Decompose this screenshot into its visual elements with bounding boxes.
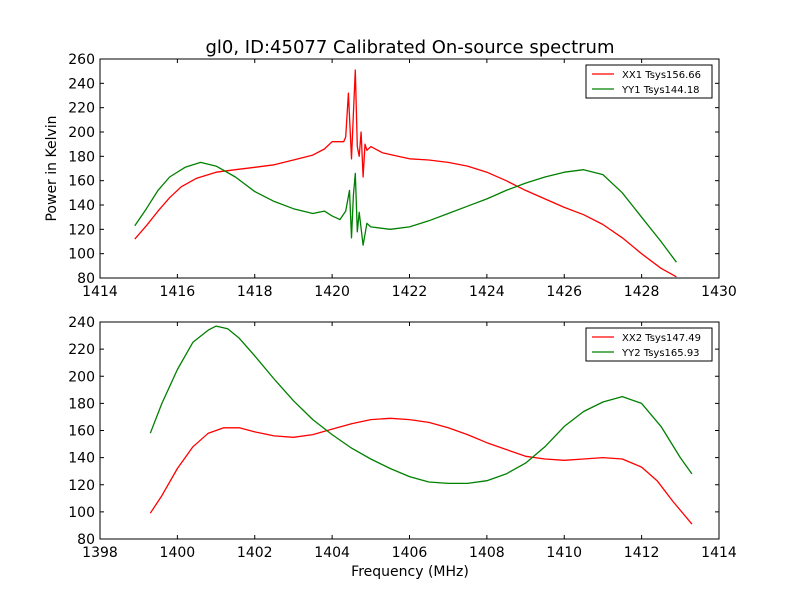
top-chart-x-tick-label: 1416	[160, 284, 196, 300]
bottom-chart-x-tick-label: 1398	[82, 545, 118, 561]
top-chart-legend-label-1: XX1 Tsys156.66	[622, 70, 701, 81]
top-chart-y-tick-label: 120	[68, 222, 95, 238]
top-chart-series-line-1	[134, 69, 677, 278]
top-chart-title: gl0, ID:45077 Calibrated On-source spect…	[205, 37, 614, 58]
top-chart-x-tick-label: 1426	[546, 284, 582, 300]
top-chart-y-tick-label: 100	[68, 247, 95, 263]
top-chart-y-tick-label: 80	[77, 271, 95, 287]
bottom-chart-x-tick-label: 1410	[546, 545, 582, 561]
top-chart-y-tick-label: 160	[68, 174, 95, 190]
top-chart-y-tick-label: 220	[68, 101, 95, 117]
bottom-chart-y-tick-label: 120	[68, 478, 95, 494]
top-chart-series-line-2	[134, 161, 677, 263]
top-chart-y-axis-label: Power in Kelvin	[44, 115, 60, 221]
top-chart-x-tick-label: 1424	[469, 284, 505, 300]
bottom-chart-y-tick-label: 140	[68, 451, 95, 467]
bottom-chart-y-tick-label: 100	[68, 505, 95, 521]
bottom-chart-x-tick-label: 1406	[392, 545, 428, 561]
top-chart-y-tick-label: 260	[68, 52, 95, 68]
top-chart-legend-label-2: YY1 Tsys144.18	[621, 85, 700, 96]
bottom-chart-x-tick-label: 1408	[469, 545, 505, 561]
bottom-chart-x-tick-label: 1404	[314, 545, 350, 561]
top-chart-y-tick-label: 240	[68, 76, 95, 92]
bottom-chart-x-tick-label: 1400	[160, 545, 196, 561]
top-chart-legend-box	[585, 64, 713, 99]
bottom-chart-x-tick-label: 1412	[624, 545, 660, 561]
top-chart-legend: XX1 Tsys156.66 YY1 Tsys144.18	[585, 64, 713, 99]
bottom-chart-y-tick-label: 180	[68, 396, 95, 412]
top-chart-y-tick-label: 180	[68, 149, 95, 165]
bottom-chart-series-line-1	[149, 417, 693, 525]
top-chart-x-tick-label: 1414	[82, 284, 118, 300]
bottom-chart-y-tick-label: 220	[68, 342, 95, 358]
bottom-chart-x-tick-label: 1414	[701, 545, 737, 561]
bottom-chart-legend-label-1: XX2 Tsys147.49	[622, 333, 701, 344]
bottom-chart-legend: XX2 Tsys147.49 YY2 Tsys165.93	[585, 327, 713, 362]
bottom-chart-y-tick-label: 200	[68, 369, 95, 385]
bottom-chart-y-tick-label: 240	[68, 315, 95, 331]
top-chart-x-tick-label: 1422	[392, 284, 428, 300]
bottom-chart-x-axis-label: Frequency (MHz)	[351, 564, 469, 580]
top-chart-x-tick-label: 1418	[237, 284, 273, 300]
top-chart-x-tick-label: 1420	[314, 284, 350, 300]
top-chart-x-tick-label: 1430	[701, 284, 737, 300]
bottom-chart-legend-label-2: YY2 Tsys165.93	[621, 348, 700, 359]
top-chart: gl0, ID:45077 Calibrated On-source spect…	[44, 37, 737, 300]
top-chart-x-tick-label: 1428	[624, 284, 660, 300]
bottom-chart-x-tick-label: 1402	[237, 545, 273, 561]
bottom-chart-y-tick-label: 160	[68, 424, 95, 440]
bottom-chart-series-line-2	[149, 325, 693, 485]
top-chart-y-tick-label: 140	[68, 198, 95, 214]
bottom-chart-y-tick-label: 80	[77, 532, 95, 548]
bottom-chart: Frequency (MHz) 1398 1400 1402 1404 1406 1408…	[68, 315, 737, 580]
bottom-chart-legend-box	[585, 327, 713, 362]
top-chart-y-tick-label: 200	[68, 125, 95, 141]
